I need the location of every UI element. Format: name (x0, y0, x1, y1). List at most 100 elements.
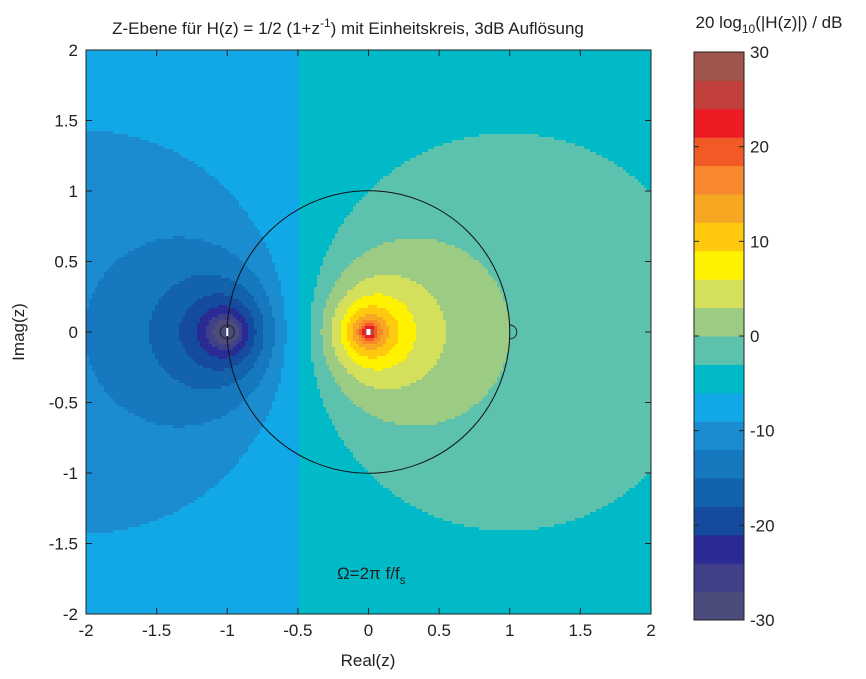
heatmap-cell (500, 371, 651, 375)
heatmap-cell (188, 158, 300, 162)
heatmap-cell (209, 488, 300, 492)
heatmap-cell (299, 209, 354, 213)
heatmap-cell (236, 344, 246, 348)
heatmap-cell (446, 335, 510, 339)
heatmap-cell (86, 455, 243, 459)
heatmap-cell (329, 293, 348, 297)
heatmap-cell (299, 188, 372, 192)
heatmap-cell (206, 332, 213, 336)
heatmap-cell (509, 323, 651, 327)
heatmap-cell (596, 152, 651, 156)
heatmap-cell (251, 293, 267, 297)
heatmap-cell (341, 341, 351, 345)
heatmap-cell (299, 536, 651, 540)
heatmap-cell (344, 296, 363, 300)
heatmap-cell (383, 344, 396, 348)
heatmap-cell (188, 353, 210, 357)
heatmap-cell (86, 533, 300, 537)
heatmap-cell (347, 395, 486, 399)
heatmap-cell (374, 326, 378, 330)
heatmap-cell (110, 395, 249, 399)
heatmap-cell (86, 194, 234, 198)
heatmap-cell (206, 335, 216, 339)
heatmap-cell (320, 269, 345, 273)
heatmap-cell (509, 320, 651, 324)
heatmap-cell (86, 281, 99, 285)
heatmap-cell (203, 365, 234, 369)
heatmap-cell (98, 284, 174, 288)
heatmap-cell (299, 611, 651, 614)
heatmap-cell (344, 344, 351, 348)
heatmap-cell (260, 350, 273, 354)
heatmap-cell (392, 296, 435, 300)
x-tick-label: -1.5 (142, 621, 171, 640)
heatmap-cell (299, 227, 339, 231)
colorbar-band (694, 478, 744, 507)
heatmap-cell (284, 353, 300, 357)
heatmap-cell (86, 401, 117, 405)
heatmap-cell (299, 455, 354, 459)
heatmap-cell (95, 371, 168, 375)
heatmap-cell (281, 374, 300, 378)
heatmap-cell (329, 413, 372, 417)
heatmap-cell (86, 608, 300, 612)
x-tick-label: 0.5 (427, 621, 451, 640)
heatmap-cell (539, 134, 651, 138)
heatmap-cell (437, 362, 504, 366)
heatmap-cell (260, 230, 300, 234)
heatmap-cell (446, 332, 510, 336)
heatmap-cell (254, 338, 264, 342)
heatmap-cell (299, 368, 315, 372)
heatmap-cell (395, 344, 414, 348)
heatmap-cell (197, 362, 240, 366)
heatmap-cell (128, 410, 231, 414)
heatmap-cell (146, 419, 213, 423)
heatmap-cell (482, 398, 651, 402)
heatmap-cell (254, 326, 264, 330)
heatmap-cell (161, 365, 204, 369)
heatmap-cell (86, 212, 249, 216)
heatmap-cell (251, 311, 261, 315)
heatmap-cell (191, 275, 222, 279)
heatmap-cell (356, 458, 651, 462)
heatmap-cell (86, 278, 102, 282)
heatmap-cell (86, 203, 240, 207)
heatmap-cell (299, 119, 651, 123)
heatmap-cell (167, 290, 249, 294)
heatmap-cell (236, 464, 300, 468)
heatmap-cell (341, 323, 348, 327)
heatmap-cell (98, 281, 180, 285)
heatmap-cell (89, 302, 159, 306)
heatmap-cell (383, 176, 636, 180)
heatmap-cell (392, 314, 414, 318)
heatmap-cell (509, 311, 651, 315)
heatmap-cell (299, 203, 357, 207)
heatmap-cell (86, 395, 111, 399)
heatmap-cell (107, 392, 252, 396)
heatmap-cell (86, 548, 300, 552)
heatmap-cell (500, 374, 651, 378)
heatmap-cell (344, 221, 651, 225)
heatmap-cell (194, 161, 300, 165)
heatmap-cell (350, 341, 357, 345)
colorbar-tick-label: 20 (750, 138, 769, 157)
heatmap-cell (233, 314, 243, 318)
heatmap-cell (86, 563, 300, 567)
heatmap-cell (86, 515, 165, 519)
heatmap-cell (284, 365, 300, 369)
heatmap-cell (260, 233, 300, 237)
heatmap-cell (86, 356, 90, 360)
heatmap-cell (275, 317, 285, 321)
heatmap-cell (185, 236, 264, 240)
heatmap-cell (311, 308, 324, 312)
heatmap-cell (95, 374, 171, 378)
heatmap-cell (359, 335, 363, 339)
heatmap-cell (233, 194, 300, 198)
heatmap-cell (416, 323, 447, 327)
heatmap-cell (239, 461, 300, 465)
heatmap-cell (356, 362, 399, 366)
heatmap-cell (263, 347, 273, 351)
heatmap-cell (299, 560, 651, 564)
heatmap-cell (638, 179, 651, 183)
heatmap-cell (86, 83, 300, 87)
